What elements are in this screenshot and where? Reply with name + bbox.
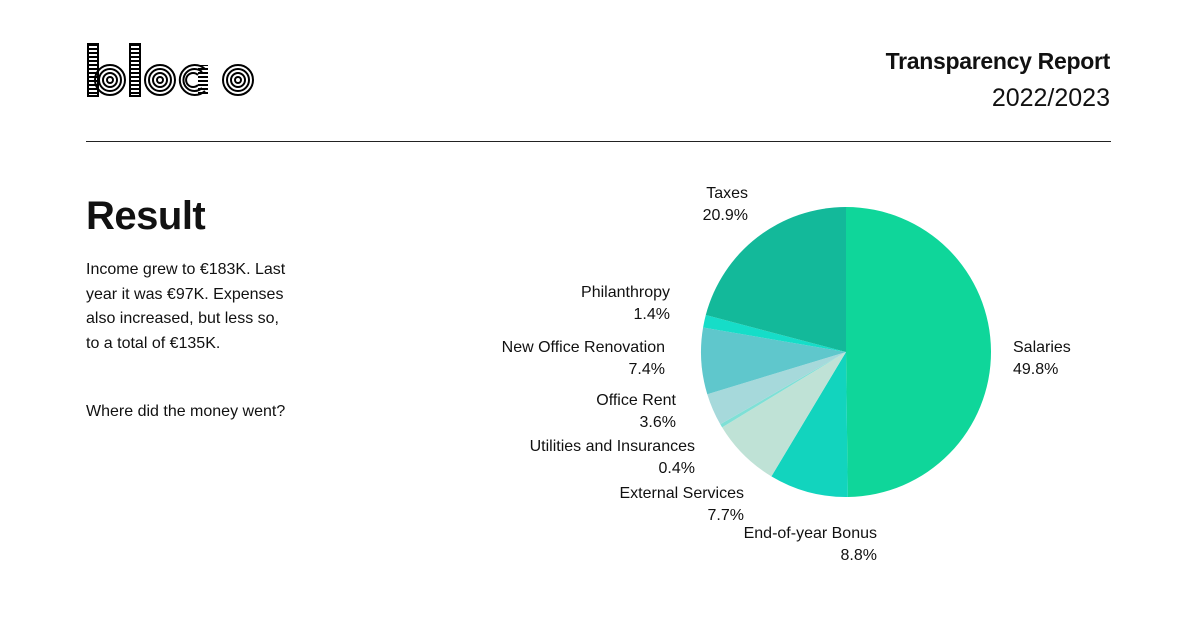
slice-value-philanthropy: 1.4% (634, 306, 670, 323)
slice-label-philanthropy: Philanthropy (581, 284, 670, 301)
slice-label-new-office-renovation: New Office Renovation (502, 339, 665, 356)
logo-letter-l (129, 43, 141, 97)
result-heading: Result (86, 194, 206, 238)
pie-slice-office-rent (707, 352, 846, 425)
slice-label-office-rent: Office Rent (596, 392, 676, 409)
slice-value-end-of-year-bonus: 8.8% (841, 547, 877, 564)
bloco-logo (87, 43, 254, 97)
logo-letter-c (178, 64, 208, 96)
slice-value-office-rent: 3.6% (640, 414, 676, 431)
logo-letter-o-2 (222, 64, 254, 96)
report-title: Transparency Report (885, 48, 1111, 74)
slice-label-end-of-year-bonus: End-of-year Bonus (744, 525, 877, 542)
pie-slice-new-office-renovation (701, 327, 846, 395)
slice-value-external-services: 7.7% (708, 507, 744, 524)
report-year: 2022/2023 (991, 84, 1110, 112)
slice-label-taxes: Taxes (706, 185, 748, 202)
pie-slice-utilities-and-insurances (720, 352, 846, 428)
slice-label-external-services: External Services (620, 485, 745, 502)
summary-paragraph-question: Where did the money went? (86, 403, 286, 420)
logo-letter-b (87, 43, 126, 97)
slice-value-utilities-and-insurances: 0.4% (659, 460, 695, 477)
slice-value-new-office-renovation: 7.4% (629, 361, 665, 378)
pie-slice-taxes (705, 207, 846, 352)
pie-slice-end-of-year-bonus (771, 352, 848, 497)
pie-slice-external-services (722, 352, 846, 477)
summary-paragraph-income: Income grew to €183K. Last year it was €… (86, 261, 286, 352)
pie-slice-philanthropy (703, 315, 846, 352)
logo-letter-o-1 (144, 64, 176, 96)
slice-value-salaries: 49.8% (1013, 361, 1058, 378)
slice-label-salaries: Salaries (1013, 339, 1071, 356)
slice-value-taxes: 20.9% (703, 207, 748, 224)
header-divider (86, 141, 1111, 142)
pie-slice-salaries (846, 207, 991, 497)
slice-label-utilities-and-insurances: Utilities and Insurances (530, 438, 695, 455)
